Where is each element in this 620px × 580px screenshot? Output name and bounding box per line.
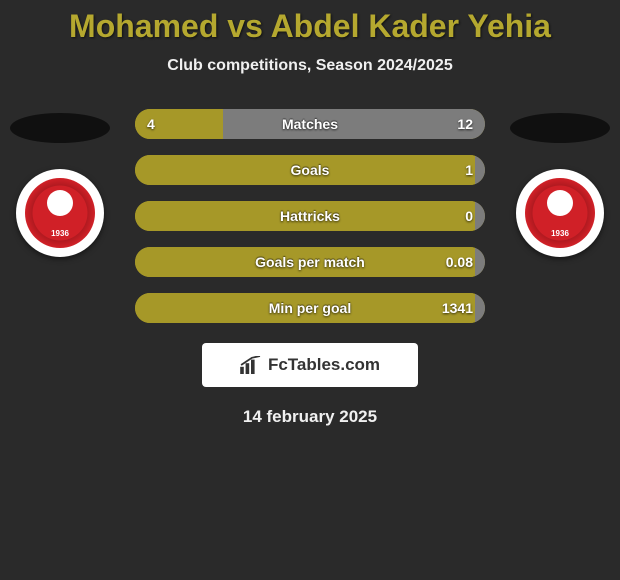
page-title: Mohamed vs Abdel Kader Yehia	[0, 0, 620, 45]
stat-label: Goals	[135, 155, 485, 185]
stat-label: Goals per match	[135, 247, 485, 277]
club-crest-right: 1936	[525, 178, 595, 248]
club-badge-right: 1936	[516, 169, 604, 257]
club-badge-left: 1936	[16, 169, 104, 257]
stat-bar: 1341Min per goal	[135, 293, 485, 323]
stat-bars: 412Matches 1Goals 0Hattricks 0.08Goals per …	[135, 109, 485, 339]
stat-bar: 1Goals	[135, 155, 485, 185]
date-text: 14 february 2025	[0, 407, 620, 427]
comparison-area: 1936 1936 412Matches 1Goals 0Hattricks 0.08…	[0, 105, 620, 325]
branding-box: FcTables.com	[202, 343, 418, 387]
chart-icon	[240, 356, 262, 374]
player-left-column: 1936	[0, 105, 120, 257]
player-right-column: 1936	[500, 105, 620, 257]
club-year-right: 1936	[551, 229, 569, 238]
stat-bar: 0.08Goals per match	[135, 247, 485, 277]
subtitle: Club competitions, Season 2024/2025	[0, 57, 620, 75]
club-year-left: 1936	[51, 229, 69, 238]
stat-label: Matches	[135, 109, 485, 139]
club-crest-left: 1936	[25, 178, 95, 248]
stat-bar: 412Matches	[135, 109, 485, 139]
stat-bar: 0Hattricks	[135, 201, 485, 231]
stat-label: Min per goal	[135, 293, 485, 323]
flag-left	[10, 113, 110, 143]
stat-label: Hattricks	[135, 201, 485, 231]
branding-text: FcTables.com	[268, 355, 380, 375]
flag-right	[510, 113, 610, 143]
